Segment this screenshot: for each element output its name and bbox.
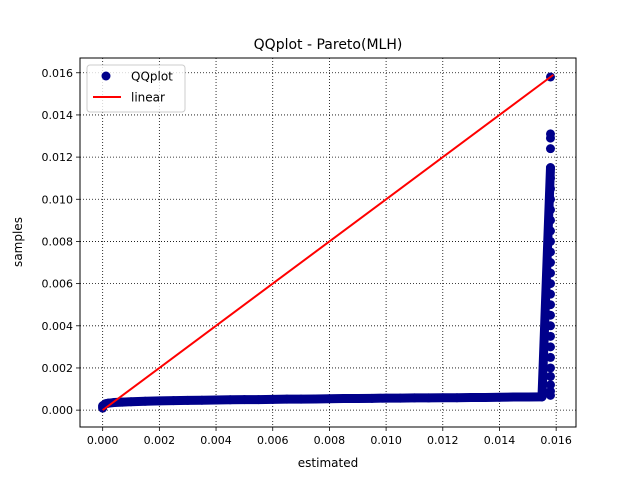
qqplot-point	[169, 396, 179, 406]
qqplot-point	[197, 395, 207, 405]
qqplot-point	[545, 184, 555, 194]
qqplot-point	[537, 392, 547, 402]
y-tick-label: 0.010	[42, 193, 74, 206]
qqplot-point	[545, 352, 555, 362]
qqplot-point	[545, 289, 555, 299]
qqplot-point	[211, 395, 221, 405]
qqplot-point	[545, 331, 555, 341]
qqplot-point	[545, 173, 555, 183]
qqplot-point	[545, 342, 555, 352]
qqplot-point	[353, 394, 363, 404]
qqplot-point	[523, 392, 533, 402]
qqplot-point	[183, 395, 193, 405]
qqplot-point	[545, 268, 555, 278]
qqplot-point	[254, 395, 264, 405]
qqplot-point	[480, 392, 490, 402]
qqplot-point	[367, 393, 377, 403]
qqplot-point	[545, 380, 555, 390]
qqplot-point	[545, 310, 555, 320]
qqplot-point	[466, 392, 476, 402]
qqplot-point	[324, 394, 334, 404]
x-tick-label: 0.000	[87, 434, 119, 447]
x-axis-label: estimated	[298, 456, 358, 470]
qqplot-point	[494, 392, 504, 402]
legend-label-qqplot: QQplot	[131, 70, 173, 84]
qqplot-point	[268, 394, 278, 404]
y-axis-ticks: 0.000 0.002 0.004 0.006 0.008 0.010 0.012 0.014…	[42, 67, 80, 417]
qqplot-point	[545, 163, 555, 173]
y-tick-label: 0.004	[42, 320, 74, 333]
qqplot-point	[545, 194, 555, 204]
qqplot-point	[126, 397, 136, 407]
qqplot-point	[545, 386, 555, 396]
x-tick-label: 0.016	[540, 434, 572, 447]
x-tick-label: 0.004	[200, 434, 232, 447]
x-axis-ticks: 0.000 0.002 0.004 0.006 0.008 0.010 0.012 0.014…	[87, 427, 572, 447]
y-tick-label: 0.016	[42, 67, 74, 80]
qqplot-point	[545, 144, 555, 154]
x-tick-label: 0.008	[314, 434, 346, 447]
qqplot-point	[509, 392, 519, 402]
y-tick-label: 0.008	[42, 235, 74, 248]
y-tick-label: 0.002	[42, 362, 74, 375]
x-tick-label: 0.014	[484, 434, 516, 447]
qqplot-point	[545, 321, 555, 331]
qqplot-point	[381, 393, 391, 403]
linear-reference-line	[102, 74, 554, 411]
x-tick-label: 0.010	[370, 434, 402, 447]
qqplot-point	[545, 300, 555, 310]
qqplot-point	[154, 396, 164, 406]
qqplot-point	[140, 396, 150, 406]
qqplot-points	[98, 72, 555, 413]
qqplot-point	[424, 393, 434, 403]
qqplot-point	[545, 129, 555, 139]
x-tick-label: 0.006	[257, 434, 289, 447]
x-tick-label: 0.002	[144, 434, 176, 447]
qqplot-point	[310, 394, 320, 404]
qqplot-point	[438, 393, 448, 403]
qqplot-point	[239, 395, 249, 405]
y-axis-label: samples	[11, 217, 25, 267]
qqplot-point	[545, 279, 555, 289]
x-tick-label: 0.012	[427, 434, 459, 447]
plot-series	[98, 72, 555, 413]
legend-marker-qqplot	[101, 71, 111, 81]
qqplot-point	[545, 258, 555, 268]
qqplot-point	[545, 363, 555, 373]
qqplot-point	[545, 205, 555, 215]
plot-frame	[79, 57, 577, 428]
chart-title: QQplot - Pareto(MLH)	[254, 37, 403, 53]
qqplot-point	[545, 226, 555, 236]
qqplot-point	[452, 393, 462, 403]
qqplot-point	[282, 394, 292, 404]
legend-box	[86, 64, 186, 113]
y-tick-label: 0.014	[42, 109, 74, 122]
qqplot-point	[395, 393, 405, 403]
qqplot-point	[225, 395, 235, 405]
y-tick-label: 0.000	[42, 404, 74, 417]
y-tick-label: 0.006	[42, 278, 74, 291]
legend-label-linear: linear	[131, 91, 165, 105]
qqplot-point	[409, 393, 419, 403]
qqplot-point	[545, 247, 555, 257]
qqplot-point	[339, 394, 349, 404]
legend: QQplot linear	[86, 64, 186, 113]
y-tick-label: 0.012	[42, 151, 74, 164]
qqplot-point	[296, 394, 306, 404]
qqplot-point	[118, 397, 128, 407]
qqplot-point	[545, 215, 555, 225]
qqplot-point	[545, 371, 555, 381]
qqplot-point	[545, 236, 555, 246]
